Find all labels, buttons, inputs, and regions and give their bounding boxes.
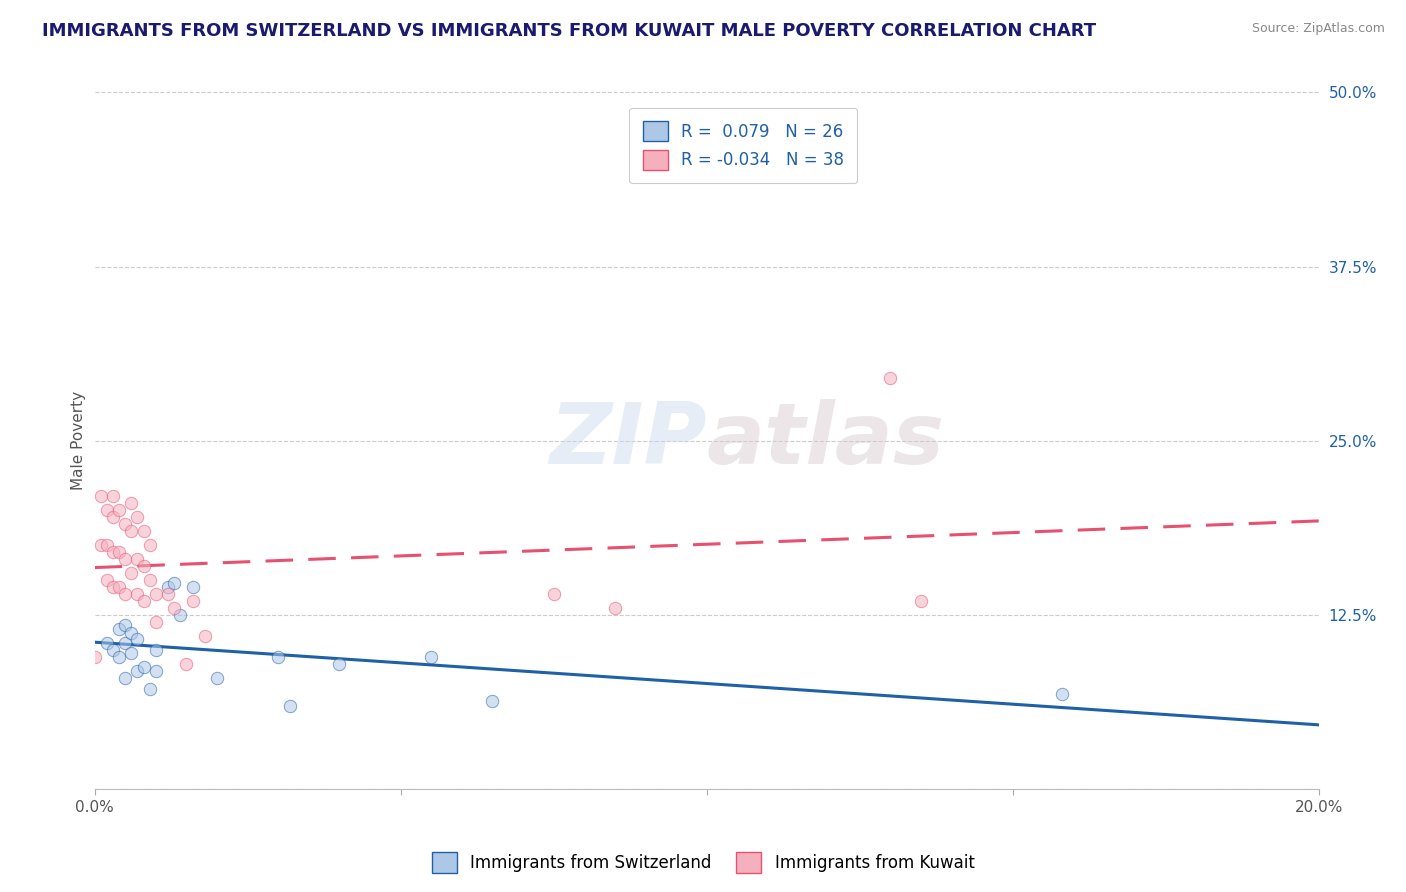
Point xyxy=(101,510,124,524)
Point xyxy=(96,636,118,650)
Point xyxy=(145,642,167,657)
Point xyxy=(163,575,186,590)
Point xyxy=(108,580,131,594)
Point xyxy=(267,649,290,664)
Point xyxy=(145,664,167,678)
Point xyxy=(127,552,149,566)
Point xyxy=(205,671,228,685)
Y-axis label: Male Poverty: Male Poverty xyxy=(72,392,86,491)
Point xyxy=(1050,687,1073,701)
Point xyxy=(90,538,112,552)
Point xyxy=(101,642,124,657)
Point xyxy=(114,617,136,632)
Point xyxy=(114,552,136,566)
Point xyxy=(145,587,167,601)
Point xyxy=(138,681,160,696)
Point xyxy=(101,580,124,594)
Point xyxy=(120,496,142,510)
Text: Source: ZipAtlas.com: Source: ZipAtlas.com xyxy=(1251,22,1385,36)
Point xyxy=(157,587,180,601)
Point xyxy=(108,649,131,664)
Point xyxy=(120,566,142,581)
Point xyxy=(120,524,142,539)
Text: ZIP: ZIP xyxy=(548,400,707,483)
Point xyxy=(108,503,131,517)
Point xyxy=(879,371,901,385)
Text: IMMIGRANTS FROM SWITZERLAND VS IMMIGRANTS FROM KUWAIT MALE POVERTY CORRELATION C: IMMIGRANTS FROM SWITZERLAND VS IMMIGRANT… xyxy=(42,22,1097,40)
Point xyxy=(169,607,191,622)
Point xyxy=(96,538,118,552)
Point xyxy=(127,510,149,524)
Point xyxy=(132,594,155,608)
Point xyxy=(127,632,149,646)
Point xyxy=(420,649,443,664)
Point xyxy=(90,490,112,504)
Point xyxy=(138,573,160,587)
Point xyxy=(114,517,136,532)
Point xyxy=(101,545,124,559)
Point xyxy=(83,649,105,664)
Point xyxy=(181,594,204,608)
Point xyxy=(127,664,149,678)
Point xyxy=(181,580,204,594)
Point xyxy=(194,629,217,643)
Point xyxy=(132,559,155,574)
Point xyxy=(114,671,136,685)
Point xyxy=(603,601,626,615)
Point xyxy=(328,657,350,671)
Point xyxy=(96,573,118,587)
Point xyxy=(145,615,167,629)
Point xyxy=(138,538,160,552)
Point xyxy=(543,587,565,601)
Text: atlas: atlas xyxy=(707,400,945,483)
Point xyxy=(280,698,302,713)
Point xyxy=(157,580,180,594)
Point xyxy=(96,503,118,517)
Legend: R =  0.079   N = 26, R = -0.034   N = 38: R = 0.079 N = 26, R = -0.034 N = 38 xyxy=(630,108,858,184)
Point xyxy=(120,646,142,660)
Point xyxy=(108,545,131,559)
Point xyxy=(132,659,155,673)
Point xyxy=(163,601,186,615)
Point xyxy=(176,657,198,671)
Point xyxy=(101,490,124,504)
Point xyxy=(114,636,136,650)
Point xyxy=(910,594,932,608)
Legend: Immigrants from Switzerland, Immigrants from Kuwait: Immigrants from Switzerland, Immigrants … xyxy=(425,846,981,880)
Point xyxy=(108,622,131,636)
Point xyxy=(132,524,155,539)
Point xyxy=(127,587,149,601)
Point xyxy=(481,694,503,708)
Point xyxy=(114,587,136,601)
Point xyxy=(120,626,142,640)
